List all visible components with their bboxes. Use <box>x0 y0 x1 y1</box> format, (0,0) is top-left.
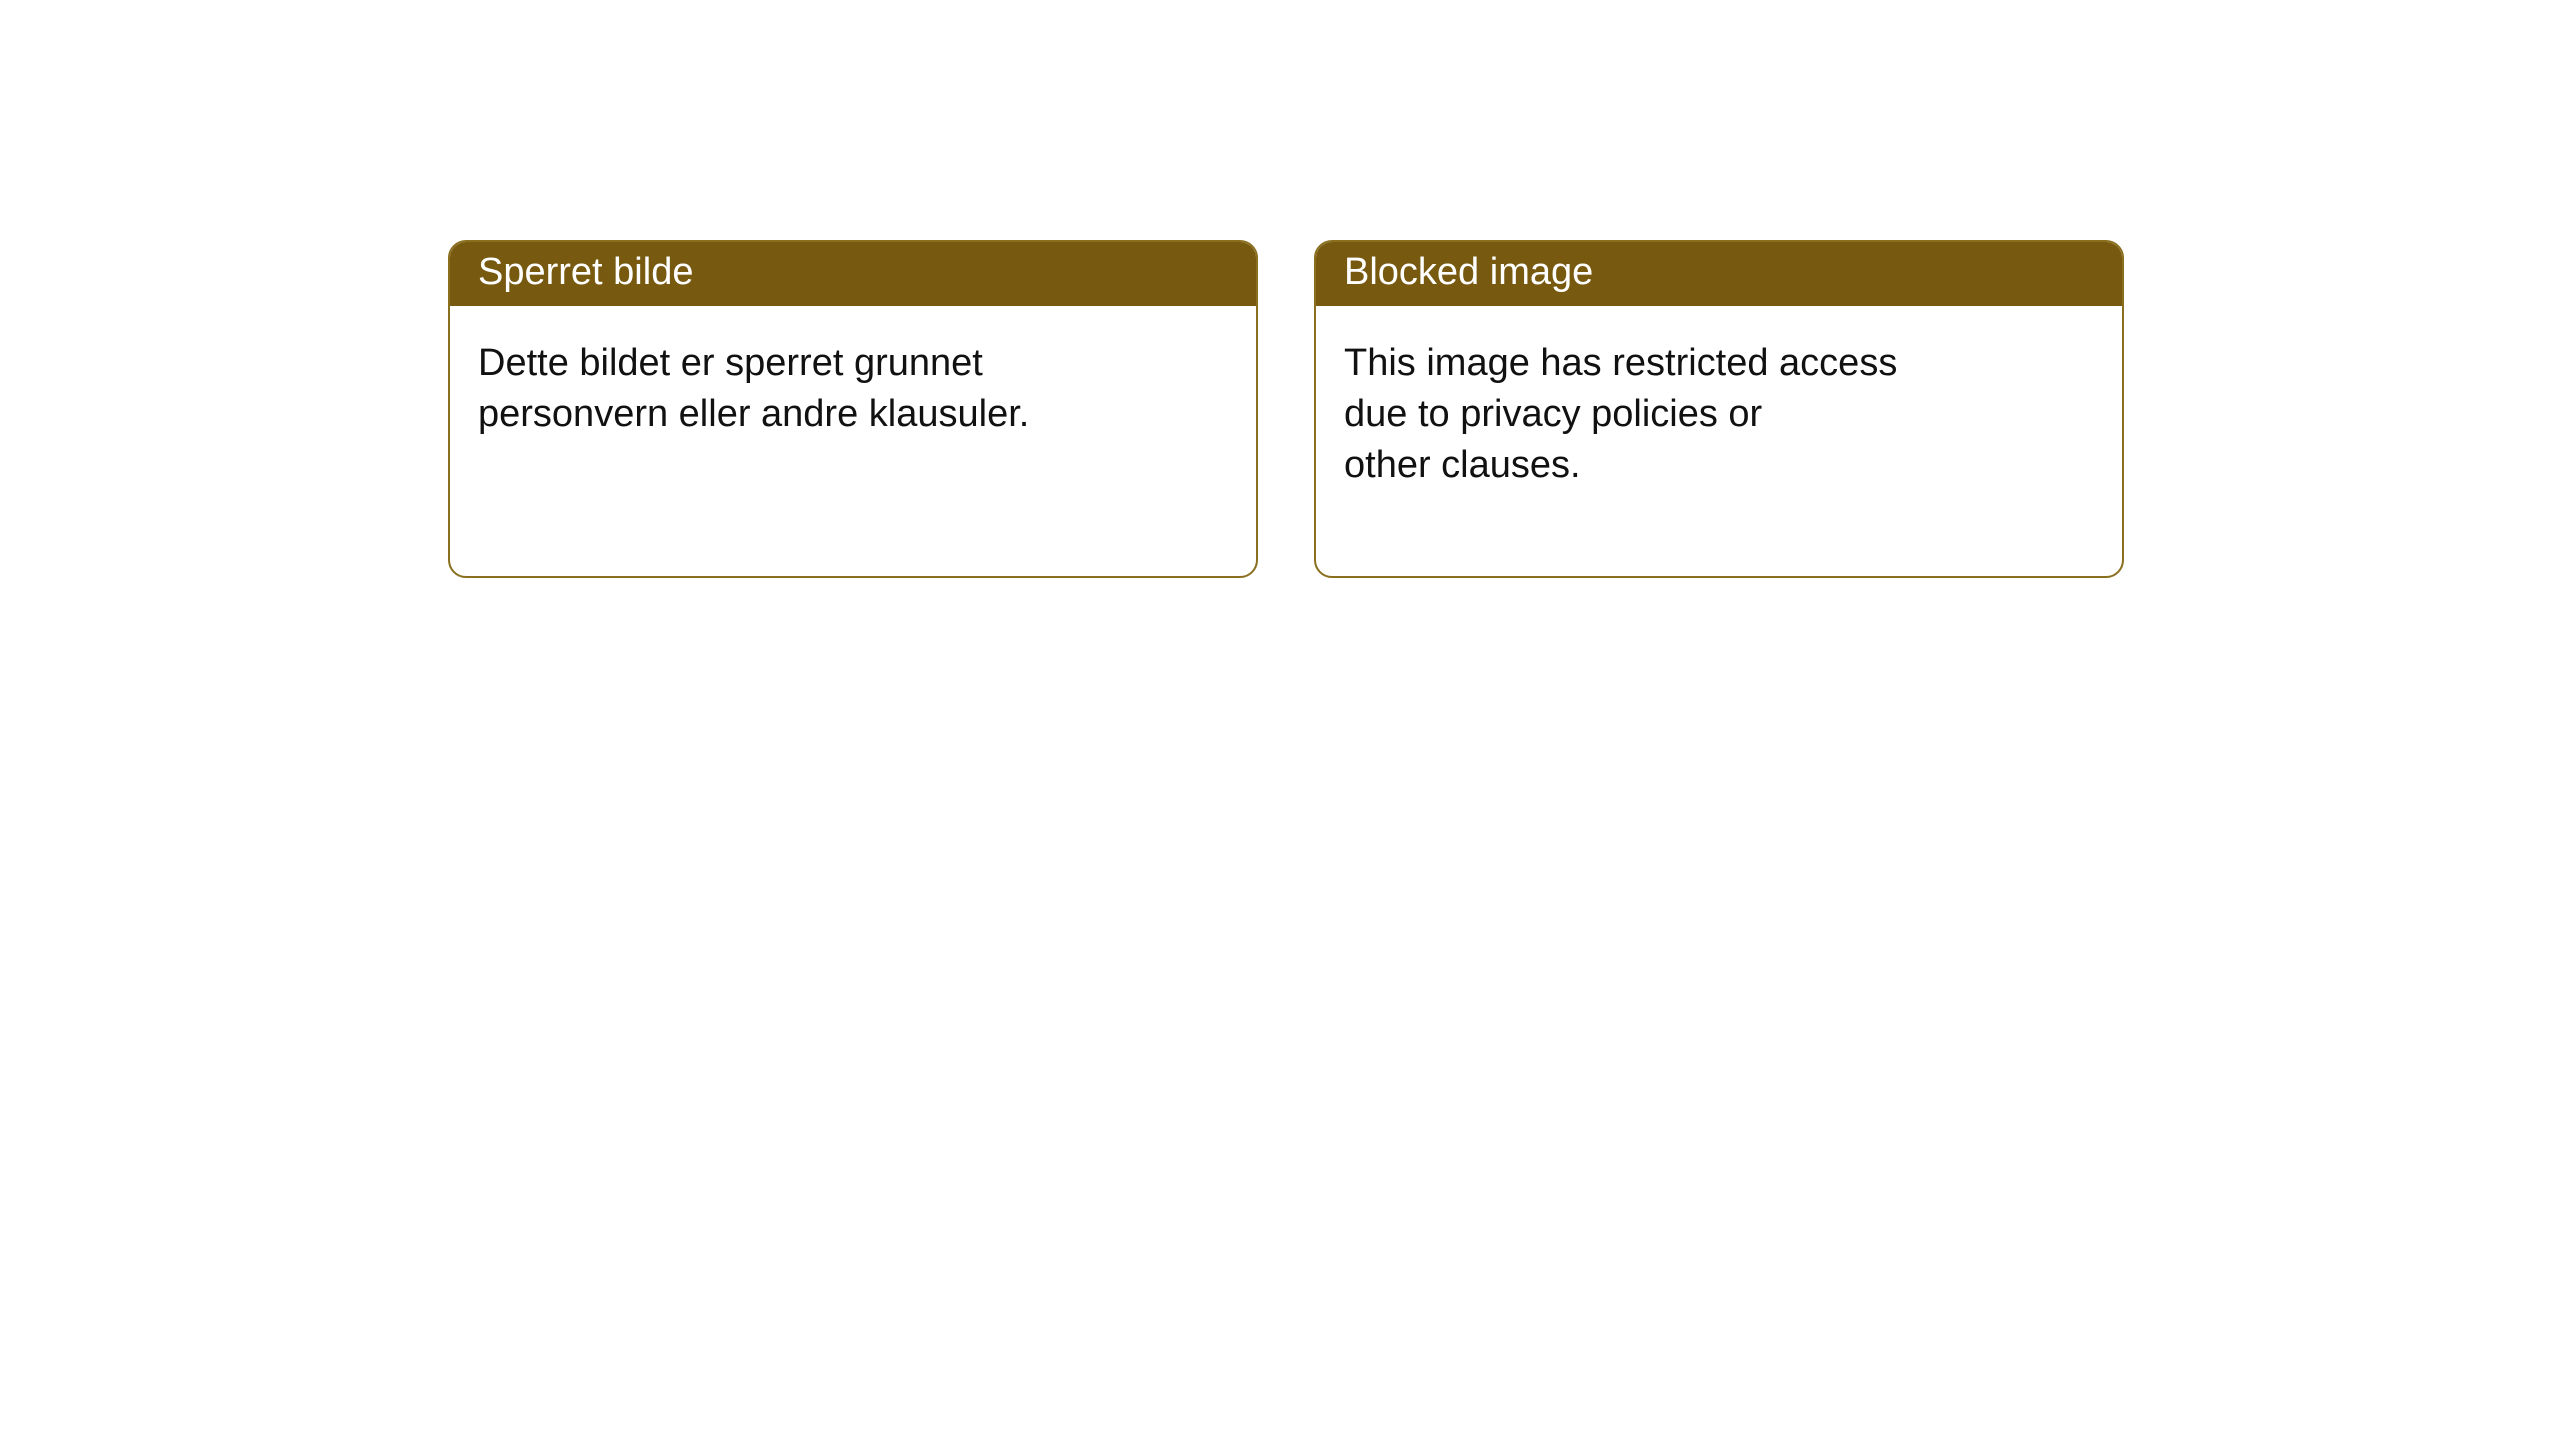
notice-body-no: Dette bildet er sperret grunnet personve… <box>450 306 1256 576</box>
notice-container: Sperret bilde Dette bildet er sperret gr… <box>0 0 2560 578</box>
notice-title-no: Sperret bilde <box>450 242 1256 306</box>
notice-card-no: Sperret bilde Dette bildet er sperret gr… <box>448 240 1258 578</box>
notice-title-en: Blocked image <box>1316 242 2122 306</box>
notice-body-en: This image has restricted access due to … <box>1316 306 2122 576</box>
notice-card-en: Blocked image This image has restricted … <box>1314 240 2124 578</box>
